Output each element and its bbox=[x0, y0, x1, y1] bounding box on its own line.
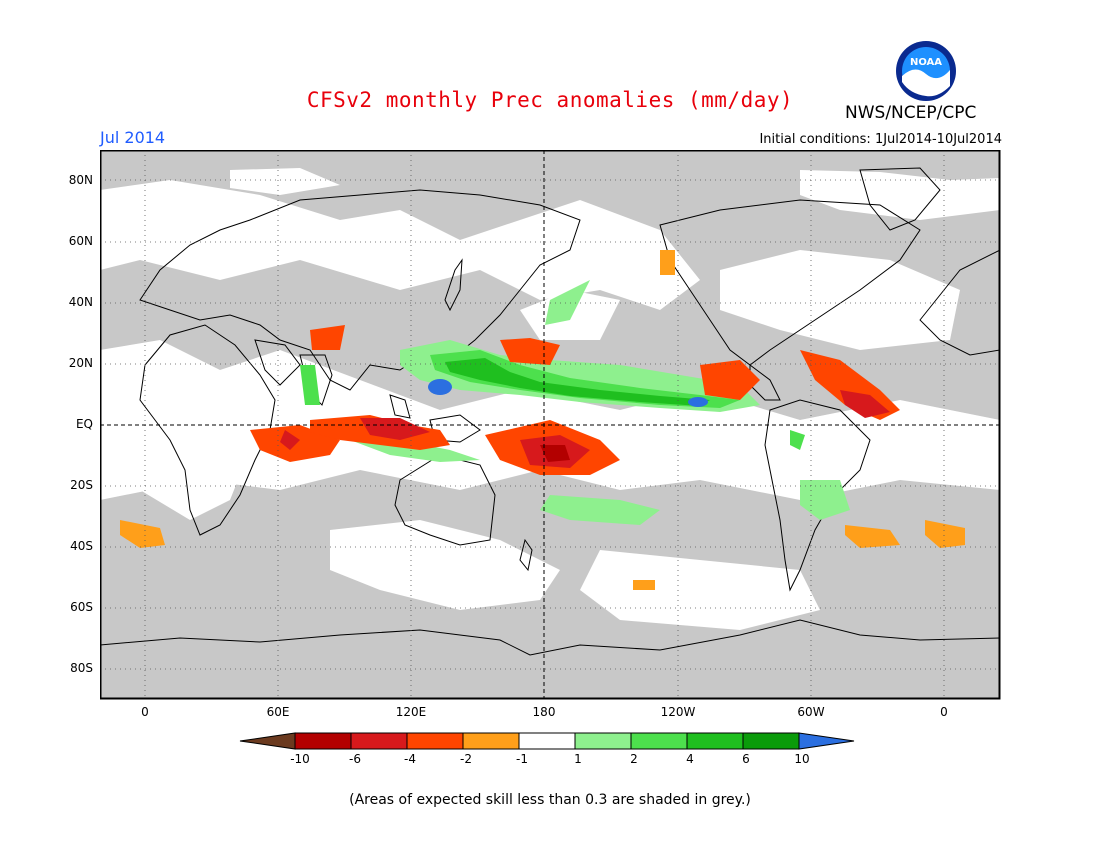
colorbar-cell bbox=[574, 732, 632, 750]
positive-anomalies bbox=[300, 280, 850, 525]
negative-anomalies bbox=[120, 250, 965, 590]
lat-label: 20N bbox=[68, 356, 93, 370]
organization-label: NWS/NCEP/CPC bbox=[845, 103, 977, 123]
colorbar-label: -2 bbox=[460, 752, 472, 766]
noaa-logo: NOAA bbox=[896, 41, 956, 101]
lat-label: 80S bbox=[70, 661, 93, 675]
lon-label: 0 bbox=[141, 705, 149, 719]
lat-label: EQ bbox=[75, 417, 93, 431]
lat-label: 60S bbox=[70, 600, 93, 614]
colorbar-label: 6 bbox=[742, 752, 750, 766]
colorbar-label: 4 bbox=[686, 752, 694, 766]
lat-label: 60N bbox=[68, 234, 93, 248]
colorbar-cell bbox=[518, 732, 576, 750]
lon-label: 60W bbox=[797, 705, 825, 719]
equator-dateline bbox=[100, 150, 1000, 699]
skill-footnote: (Areas of expected skill less than 0.3 a… bbox=[349, 792, 751, 808]
lon-label: 0 bbox=[940, 705, 948, 719]
colorbar-cell bbox=[294, 732, 352, 750]
lat-label: 80N bbox=[68, 173, 93, 187]
colorbar-arrow-low bbox=[239, 732, 296, 750]
coastlines bbox=[100, 167, 1001, 656]
colorbar-label: -1 bbox=[516, 752, 528, 766]
white-near-zero-areas bbox=[100, 168, 1000, 630]
forecast-month: Jul 2014 bbox=[100, 128, 166, 147]
colorbar bbox=[239, 732, 855, 750]
initial-conditions: Initial conditions: 1Jul2014-10Jul2014 bbox=[759, 132, 1002, 147]
lat-label: 20S bbox=[70, 478, 93, 492]
colorbar-cell bbox=[686, 732, 744, 750]
colorbar-cell bbox=[630, 732, 688, 750]
colorbar-label: -10 bbox=[290, 752, 310, 766]
chart-title: CFSv2 monthly Prec anomalies (mm/day) bbox=[306, 88, 794, 112]
colorbar-label: 10 bbox=[794, 752, 810, 766]
lat-label: 40N bbox=[68, 295, 93, 309]
lon-label: 120E bbox=[395, 705, 427, 719]
colorbar-label: -6 bbox=[349, 752, 361, 766]
lon-label: 180 bbox=[532, 705, 556, 719]
colorbar-label: 1 bbox=[574, 752, 582, 766]
map-frame bbox=[100, 150, 1001, 700]
lon-label: 60E bbox=[266, 705, 290, 719]
lat-lon-grid bbox=[100, 150, 1000, 699]
lon-label: 120W bbox=[660, 705, 696, 719]
colorbar-cell bbox=[350, 732, 408, 750]
colorbar-cell bbox=[462, 732, 520, 750]
colorbar-label: 2 bbox=[630, 752, 638, 766]
colorbar-cell bbox=[742, 732, 800, 750]
colorbar-cell bbox=[406, 732, 464, 750]
logo-text: NOAA bbox=[910, 57, 942, 68]
colorbar-arrow-high bbox=[798, 732, 855, 750]
colorbar-label: -4 bbox=[404, 752, 416, 766]
precip-anomaly-map bbox=[100, 150, 1001, 700]
lat-label: 40S bbox=[70, 539, 93, 553]
